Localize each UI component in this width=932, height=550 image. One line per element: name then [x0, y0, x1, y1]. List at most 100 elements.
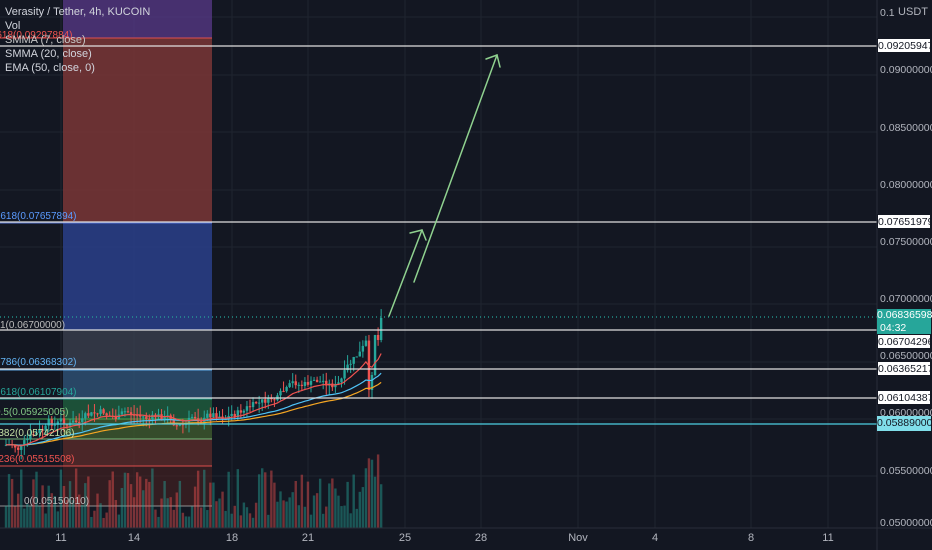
candle-body [84, 413, 87, 419]
candle-body [346, 364, 349, 371]
volume-bar [349, 513, 352, 528]
volume-bar [325, 506, 328, 528]
time-label: 11 [55, 532, 67, 544]
candle-body [59, 418, 63, 422]
volume-bar [318, 478, 322, 528]
volume-bar [233, 505, 236, 528]
volume-bar [358, 491, 361, 528]
candle-body [318, 381, 322, 383]
candle-body [142, 416, 145, 418]
candle-body [190, 416, 194, 418]
fib-zone-blue [63, 223, 212, 330]
candle-body [87, 413, 90, 416]
price-axis-top-label: 0.1 [880, 7, 895, 19]
volume-bar [196, 470, 200, 528]
candle-body [126, 411, 130, 413]
candle-body [282, 390, 285, 392]
candle-body [334, 383, 337, 388]
volume-bar [41, 485, 44, 528]
volume-bar [148, 481, 151, 528]
legend-volume[interactable]: Vol [5, 20, 21, 32]
legend-smma-7[interactable]: SMMA (7, close) [5, 34, 86, 46]
volume-bar [99, 503, 102, 528]
volume-bar [154, 509, 157, 528]
current-price: 0.06836598 [877, 309, 932, 321]
volume-bar [96, 493, 99, 528]
symbol-title[interactable]: Verasity / Tether, 4h, KUCOIN [5, 6, 151, 18]
volume-bar [90, 516, 93, 528]
fib-zone-top [63, 0, 212, 38]
fib-zone-bottom [63, 466, 212, 506]
candle-body [56, 421, 60, 425]
chart-legend: Verasity / Tether, 4h, KUCOIN Vol SMMA (… [5, 5, 150, 75]
volume-bar [71, 500, 75, 528]
volume-bar [157, 516, 160, 528]
candle-body [206, 413, 209, 418]
candle-body [74, 420, 78, 423]
ema-50-line [5, 381, 382, 446]
candle-body [340, 378, 343, 383]
candle-body [71, 420, 75, 423]
candle-body [218, 416, 221, 418]
candle-body [294, 381, 297, 386]
candle-body [65, 424, 69, 426]
candle-body [361, 345, 365, 352]
time-label: 4 [651, 532, 659, 544]
candle-body [20, 445, 23, 450]
candle-body [78, 422, 81, 424]
price-tag-level-1: 0.07651979 [877, 214, 932, 229]
currency-unit[interactable]: USDT [898, 6, 928, 18]
price-tag-level-4: 0.06104387 [877, 390, 932, 405]
volume-bar [279, 491, 282, 528]
candle-body [129, 412, 133, 415]
candle-body [212, 413, 215, 418]
price-tag-level-2: 0.06704296 [877, 334, 932, 349]
candle-body [26, 438, 29, 441]
volume-bar [227, 471, 230, 528]
fib-zone-lightblue [63, 370, 212, 399]
candle-body [257, 402, 261, 404]
volume-bar [175, 492, 178, 528]
fib-label-top: 1.618(0.09297884) [0, 30, 73, 41]
volume-bar [273, 482, 276, 528]
price-tick: 0.08500000 [880, 122, 932, 134]
volume-bar [224, 510, 227, 528]
volume-bar [32, 479, 35, 528]
price-tag-level-3: 0.06365217 [877, 361, 932, 376]
volume-bar [68, 481, 72, 528]
volume-bar [376, 454, 380, 528]
volume-bar [135, 472, 139, 528]
volume-bar [328, 483, 331, 528]
fib-label-0382: 0.382(0.05742106) [0, 428, 75, 439]
price-tag-current: 0.06836598 04:32 [877, 309, 932, 336]
volume-bar [206, 510, 209, 528]
legend-ema-50[interactable]: EMA (50, close, 0) [5, 62, 95, 74]
volume-bar [53, 496, 56, 528]
volume-bar [367, 458, 371, 528]
volume-bar [126, 473, 130, 528]
candle-body [105, 413, 108, 416]
volume-bar [200, 507, 203, 528]
candle-body [270, 397, 273, 400]
candle-body [175, 425, 178, 427]
volume-bar [74, 468, 78, 528]
volume-bar [111, 471, 114, 528]
candle-body [32, 434, 35, 436]
volume-bar [114, 500, 117, 528]
volume-bar [346, 481, 349, 528]
fib-zone-maroon [63, 439, 212, 466]
price-tick: 0.07500000 [880, 236, 932, 248]
volume-bar [38, 506, 41, 528]
candle-body [169, 415, 172, 420]
projection-arrow-2 [413, 54, 498, 283]
candle-body [4, 444, 8, 446]
volume-bar [294, 481, 297, 528]
fib-label-05: 0.5(0.05925005) [0, 407, 69, 418]
legend-smma-20[interactable]: SMMA (20, close) [5, 48, 92, 60]
projection-arrow-1 [388, 229, 423, 317]
volume-bar [184, 516, 188, 528]
volume-bar [13, 506, 17, 528]
volume-bar [306, 481, 310, 528]
candle-body [50, 419, 53, 426]
